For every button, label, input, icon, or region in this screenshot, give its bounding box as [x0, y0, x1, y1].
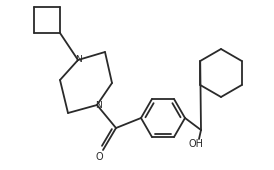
Text: N: N — [75, 55, 81, 64]
Text: N: N — [95, 101, 101, 110]
Text: OH: OH — [189, 139, 204, 149]
Text: O: O — [95, 152, 103, 162]
